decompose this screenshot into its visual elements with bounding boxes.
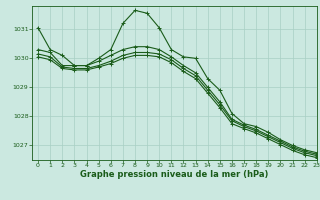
X-axis label: Graphe pression niveau de la mer (hPa): Graphe pression niveau de la mer (hPa) — [80, 170, 268, 179]
